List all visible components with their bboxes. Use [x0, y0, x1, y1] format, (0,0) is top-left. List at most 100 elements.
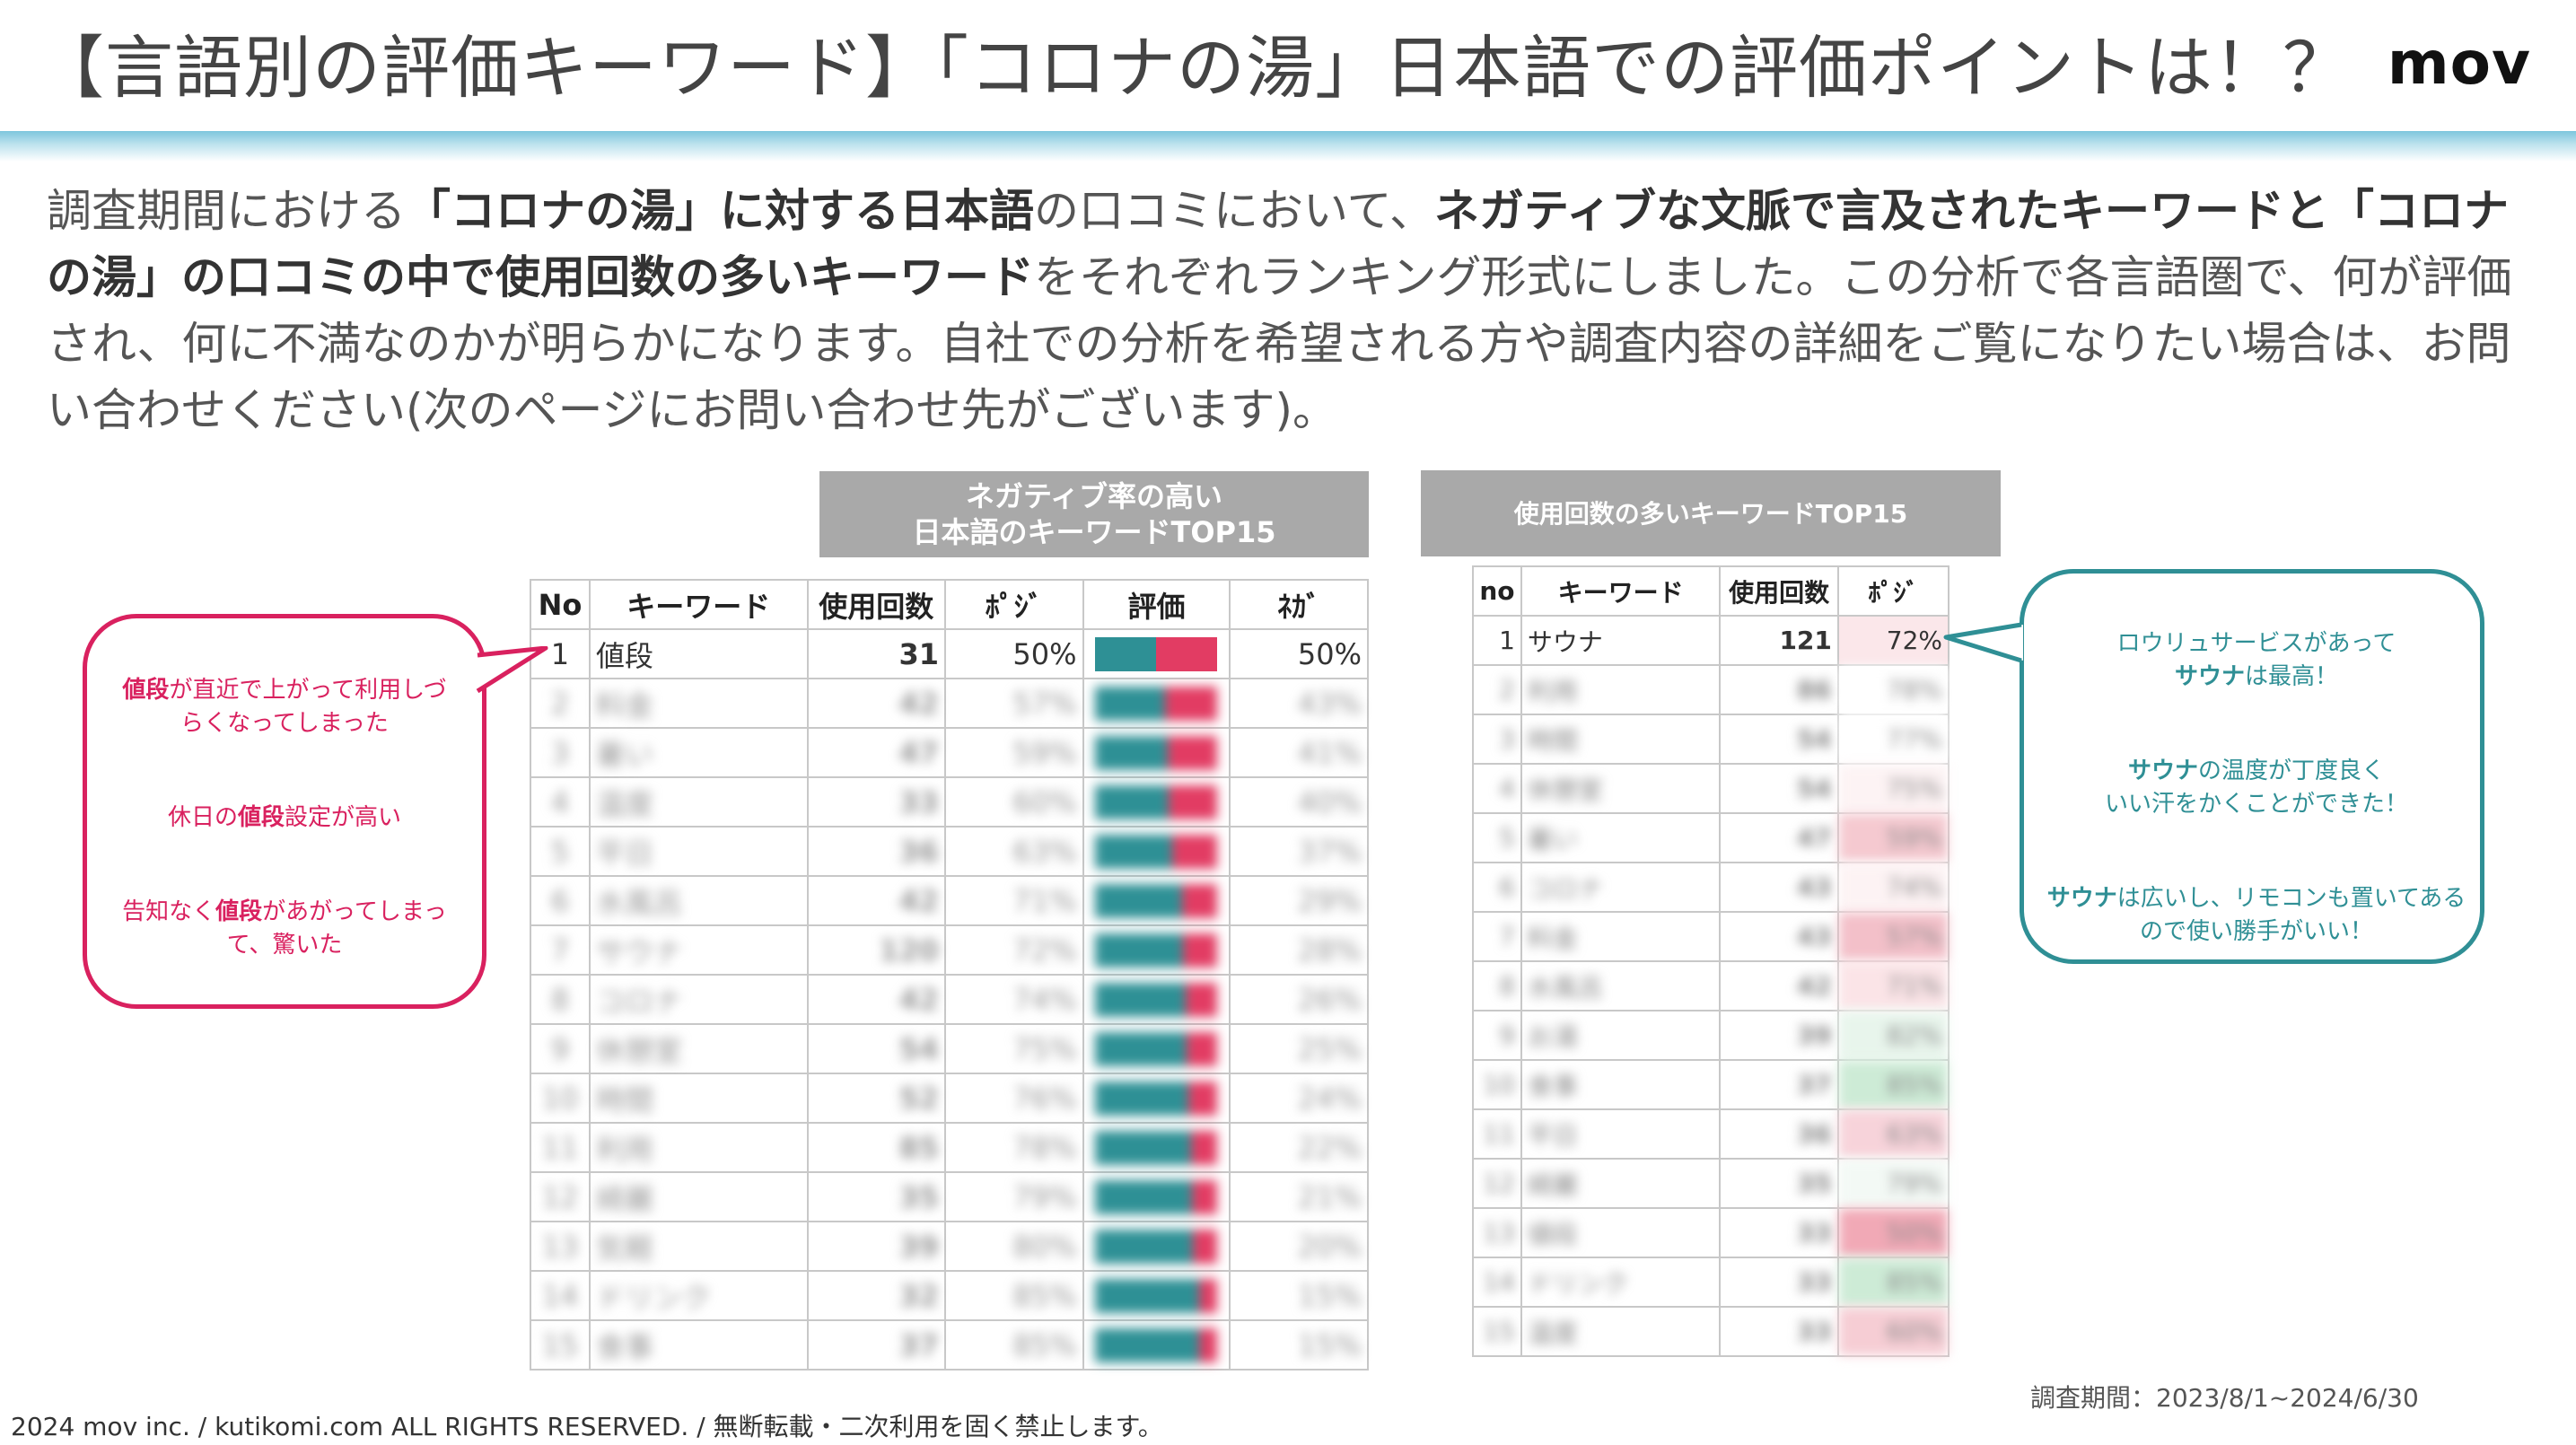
row-neg: 43%	[1229, 678, 1369, 729]
keyword-highlight: 値段	[122, 677, 170, 704]
row-no: 10	[530, 1073, 591, 1124]
row-keyword: ドリンク	[1520, 1257, 1722, 1308]
row-neg: 37%	[1229, 826, 1369, 877]
rating-bar	[1095, 883, 1218, 918]
table-row: 15 食事 37 85% 15%	[530, 1319, 1369, 1371]
col-no: No	[530, 579, 591, 630]
row-count: 54	[1719, 763, 1839, 814]
row-neg: 25%	[1229, 1023, 1369, 1074]
row-no: 12	[1472, 1158, 1522, 1209]
row-count: 33	[806, 776, 947, 828]
table-row: 14 ドリンク 33 85%	[1472, 1257, 1950, 1308]
row-pos: 50%	[1836, 1207, 1950, 1258]
quote-text: は広いし、リモコンも置いてあるので使い勝手がいい！	[2116, 885, 2466, 945]
table-row: 5 暑い 47 59%	[1472, 812, 1950, 863]
table-row: 3 時間 54 77%	[1472, 714, 1950, 765]
row-keyword: 休憩室	[588, 1023, 809, 1074]
row-keyword: サウナ	[1520, 615, 1722, 666]
row-no: 3	[1472, 714, 1522, 765]
row-keyword: 食事	[1520, 1059, 1722, 1110]
row-count: 54	[806, 1023, 947, 1074]
table-row: 8 水風呂 42 71%	[1472, 960, 1950, 1012]
negative-keyword-table: No キーワード 使用回数 ﾎﾟｼﾞ 評価 ﾈｶﾞ 1 値段 31 50% 50% 2 料金…	[530, 579, 1369, 1371]
row-no: 8	[1472, 960, 1522, 1012]
review-quote-3: 告知なく値段があがってしまって、驚いた	[114, 896, 455, 962]
row-neg: 22%	[1229, 1122, 1369, 1173]
rating-bar	[1095, 636, 1218, 671]
row-pos: 72%	[1836, 615, 1950, 666]
quote-text: 告知なく	[122, 898, 216, 925]
col-keyword: キーワード	[588, 579, 809, 630]
row-no: 10	[1472, 1059, 1522, 1110]
row-no: 7	[1472, 911, 1522, 962]
row-rating-bar	[1082, 1221, 1231, 1272]
row-neg: 50%	[1229, 628, 1369, 679]
row-count: 47	[1719, 812, 1839, 863]
table-row: 1 値段 31 50% 50%	[530, 628, 1369, 679]
table-row: 12 綺麗 35 79% 21%	[530, 1171, 1369, 1222]
row-pos: 79%	[1836, 1158, 1950, 1209]
negative-section-header: ネガティブ率の高い 日本語のキーワードTOP15	[819, 471, 1369, 557]
row-count: 33	[1719, 1306, 1839, 1357]
table-row: 10 時間 52 76% 24%	[530, 1073, 1369, 1124]
row-rating-bar	[1082, 974, 1231, 1025]
keyword-highlight: サウナ	[2174, 663, 2245, 690]
row-pos: 50%	[944, 628, 1084, 679]
row-keyword: 平日	[1520, 1108, 1722, 1160]
row-count: 42	[806, 974, 947, 1025]
negative-segment	[1187, 1031, 1218, 1066]
row-pos: 85%	[1836, 1257, 1950, 1308]
row-pos: 71%	[1836, 960, 1950, 1012]
row-no: 6	[1472, 862, 1522, 913]
row-count: 36	[1719, 1108, 1839, 1160]
row-count: 33	[1719, 1207, 1839, 1258]
row-count: 52	[806, 1073, 947, 1124]
review-quote-1: ロウリュサービスがあって サウナは最高！	[2042, 627, 2471, 694]
negative-segment	[1167, 735, 1218, 770]
quote-text: いい汗をかくことができた！	[2104, 791, 2408, 818]
row-neg: 41%	[1229, 727, 1369, 778]
mov-logo[interactable]: mov	[2387, 29, 2531, 98]
table-row: 12 綺麗 35 79%	[1472, 1158, 1950, 1209]
col-no: no	[1472, 565, 1522, 617]
positive-segment	[1095, 1081, 1188, 1116]
row-pos: 60%	[944, 776, 1084, 828]
rating-bar	[1095, 735, 1218, 770]
row-pos: 60%	[1836, 1306, 1950, 1357]
positive-segment	[1095, 686, 1165, 721]
row-no: 13	[530, 1221, 591, 1272]
row-keyword: コロナ	[588, 974, 809, 1025]
table-row: 4 休憩室 54 75%	[1472, 763, 1950, 814]
row-no: 14	[1472, 1257, 1522, 1308]
table-row: 15 温度 33 60%	[1472, 1306, 1950, 1357]
table-row: 13 値段 33 50%	[1472, 1207, 1950, 1258]
quote-text: ロウリュサービスがあって	[2116, 630, 2396, 657]
row-pos: 63%	[1836, 1108, 1950, 1160]
row-neg: 15%	[1229, 1270, 1369, 1321]
quote-text: の温度が丁度良く	[2198, 758, 2386, 784]
row-keyword: 綺麗	[1520, 1158, 1722, 1209]
page-title: 【言語別の評価キーワード】「コロナの湯」日本語での評価ポイントは！？	[36, 28, 2352, 108]
col-count: 使用回数	[1719, 565, 1839, 617]
row-keyword: 食事	[588, 1319, 809, 1371]
row-keyword: 綺麗	[588, 1171, 809, 1222]
row-count: 31	[806, 628, 947, 679]
row-rating-bar	[1082, 826, 1231, 877]
intro-text-3: をそれぞれランキング形式にしました。この分析で各言語圏で、何が評価され、何に不満…	[47, 251, 2512, 436]
row-count: 37	[1719, 1059, 1839, 1110]
keyword-highlight: 値段	[237, 804, 285, 831]
row-neg: 21%	[1229, 1171, 1369, 1222]
rating-bar	[1095, 834, 1218, 869]
intro-text-2: の口コミにおいて、	[1034, 185, 1434, 237]
row-no: 8	[530, 974, 591, 1025]
row-neg: 15%	[1229, 1319, 1369, 1371]
row-count: 85	[806, 1122, 947, 1173]
frequency-section-header: 使用回数の多いキーワードTOP15	[1421, 470, 2001, 556]
row-keyword: 暑い	[1520, 812, 1722, 863]
rating-bar	[1095, 1031, 1218, 1066]
row-pos: 77%	[1836, 714, 1950, 765]
row-pos: 71%	[944, 875, 1084, 926]
row-keyword: 気軽	[588, 1221, 809, 1272]
row-pos: 72%	[944, 924, 1084, 976]
row-rating-bar	[1082, 1319, 1231, 1371]
